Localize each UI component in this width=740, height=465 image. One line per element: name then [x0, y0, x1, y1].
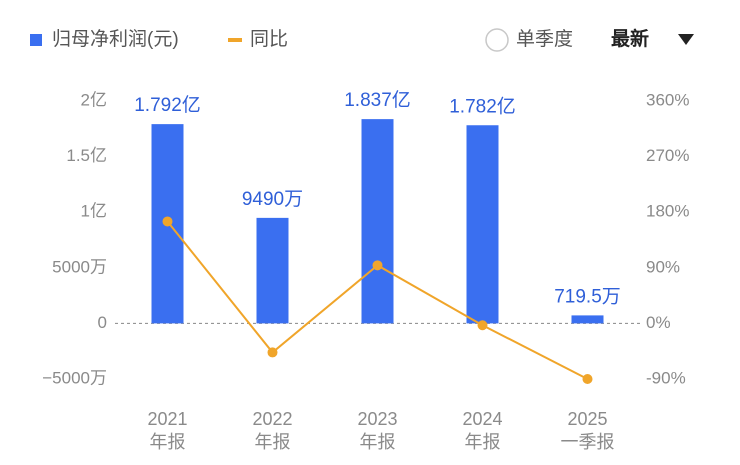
single-quarter-toggle[interactable]: 单季度 [516, 28, 573, 50]
y2-tick-label: 90% [646, 257, 680, 276]
line-point [162, 216, 173, 227]
y2-tick-label: 180% [646, 202, 689, 221]
y-tick-label: 1亿 [81, 202, 107, 221]
legend-swatch [30, 34, 42, 46]
y-tick-label: −5000万 [42, 368, 107, 387]
y-tick-label: 2亿 [81, 90, 107, 109]
legend-label: 归母净利润(元) [52, 28, 179, 50]
x-tick-label: 2022 [252, 409, 292, 429]
x-tick-sublabel: 年报 [150, 432, 186, 452]
line-point [372, 260, 383, 271]
y-tick-label: 0 [98, 313, 107, 332]
radio-button[interactable] [485, 28, 509, 52]
legend-label: 同比 [250, 28, 288, 50]
x-tick-sublabel: 一季报 [561, 432, 615, 452]
bar [256, 217, 289, 324]
value-label: 1.837亿 [344, 89, 411, 111]
x-tick-label: 2025 [567, 409, 607, 429]
value-label: 9490万 [242, 189, 303, 210]
y2-tick-label: 270% [646, 146, 689, 165]
value-label: 1.792亿 [134, 94, 201, 116]
y2-tick-label: 0% [646, 313, 671, 332]
line-point [582, 374, 593, 384]
y2-tick-label: -90% [646, 368, 686, 387]
x-tick-sublabel: 年报 [360, 432, 396, 452]
bar [571, 315, 604, 324]
dropdown-arrow[interactable] [678, 34, 694, 45]
x-tick-label: 2021 [147, 409, 187, 429]
value-label: 1.782亿 [449, 95, 516, 117]
y2-tick-label: 360% [646, 90, 689, 109]
y-tick-label: 5000万 [52, 257, 107, 276]
sort-dropdown[interactable]: 最新 [611, 27, 649, 50]
y-tick-label: 1.5亿 [66, 146, 107, 165]
x-tick-sublabel: 年报 [465, 432, 501, 452]
x-tick-label: 2024 [462, 409, 502, 429]
x-tick-label: 2023 [357, 409, 397, 429]
x-tick-sublabel: 年报 [255, 432, 291, 452]
bar [466, 125, 499, 324]
bar [361, 119, 394, 324]
line-point [267, 347, 278, 358]
line-point [477, 320, 488, 331]
value-label: 719.5万 [554, 286, 621, 307]
legend-swatch [228, 38, 242, 42]
